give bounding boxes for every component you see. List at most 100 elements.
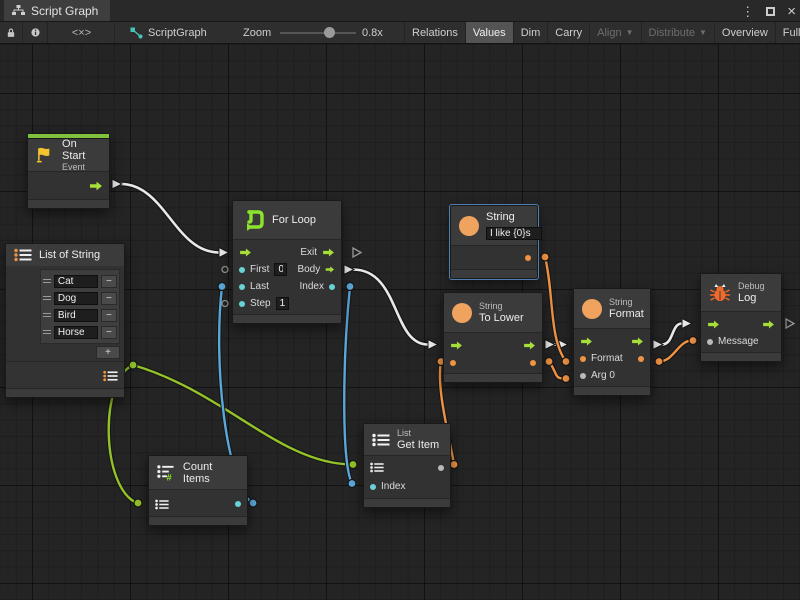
wire-getitem-to-tolower[interactable] <box>437 361 457 465</box>
drag-handle-icon[interactable] <box>43 279 51 283</box>
window-menu-icon[interactable]: ⋮ <box>741 3 755 19</box>
node-on-start[interactable]: On Start Event <box>27 133 110 209</box>
distribute-label: Distribute <box>648 26 695 39</box>
code-view-button[interactable]: <×> <box>49 22 115 43</box>
port-dot-string-output[interactable] <box>540 252 550 262</box>
string-output-port[interactable] <box>525 255 531 261</box>
node-for-loop[interactable]: For Loop Exit First Body <box>232 200 342 324</box>
wire-forloop-index-to-getitem-index[interactable] <box>342 286 355 485</box>
index-port-icon[interactable] <box>329 283 335 290</box>
flow-output-arrow-icon[interactable] <box>631 337 644 346</box>
list-input-icon[interactable] <box>155 499 169 510</box>
drag-handle-icon[interactable] <box>43 330 51 334</box>
port-dot-list-output[interactable] <box>128 360 138 370</box>
toolbar-toggle-group: Relations Values Dim Carry Align ▼ Distri… <box>404 22 800 43</box>
graph-breadcrumb[interactable]: ScriptGraph <box>130 22 207 43</box>
port-ring-forloop-first[interactable] <box>221 265 229 274</box>
drag-handle-icon[interactable] <box>43 296 51 300</box>
string-output-port[interactable] <box>530 359 536 366</box>
close-icon[interactable]: × <box>787 2 796 20</box>
relations-toggle[interactable]: Relations <box>404 22 465 43</box>
exit-output-arrow-icon[interactable] <box>322 248 335 257</box>
wire-forloop-body-to-tolower[interactable] <box>343 263 440 351</box>
flow-input-arrow-icon[interactable] <box>239 248 252 257</box>
string-value-input[interactable] <box>486 226 542 240</box>
port-dot-getitem-index[interactable] <box>347 478 357 489</box>
wire-onstart-to-forloop[interactable] <box>111 178 231 259</box>
maximize-icon[interactable] <box>766 6 776 16</box>
node-string-literal[interactable]: String <box>450 205 542 279</box>
flow-input-arrow-icon[interactable] <box>707 320 720 329</box>
list-item-input[interactable] <box>53 274 98 288</box>
wire-stringliteral-to-format[interactable] <box>542 256 568 363</box>
port-ring-forloop-step[interactable] <box>221 299 229 308</box>
last-port-icon[interactable] <box>239 283 245 290</box>
node-format[interactable]: String Format Format Arg <box>573 288 651 396</box>
node-subtitle: List <box>397 428 412 438</box>
format-input-port[interactable] <box>580 355 586 362</box>
list-output-icon[interactable] <box>103 370 118 382</box>
carry-toggle[interactable]: Carry <box>547 22 589 43</box>
flow-input-arrow-icon[interactable] <box>450 341 463 350</box>
dim-toggle[interactable]: Dim <box>512 22 548 43</box>
port-dot-tolower-output[interactable] <box>544 356 554 367</box>
values-toggle[interactable]: Values <box>464 22 513 43</box>
overview-button[interactable]: Overview <box>713 22 775 43</box>
flow-input-arrow-icon[interactable] <box>580 337 593 346</box>
port-dot-forloop-last[interactable] <box>217 281 227 292</box>
first-port-icon[interactable] <box>239 266 245 273</box>
remove-item-button[interactable]: − <box>100 308 117 322</box>
port-dot-forloop-index[interactable] <box>345 281 355 292</box>
lock-button[interactable] <box>0 22 23 43</box>
zoom-slider-handle[interactable] <box>324 27 335 38</box>
port-dot-format-input[interactable] <box>561 356 571 367</box>
port-dot-getitem-list-input[interactable] <box>348 459 358 470</box>
count-output-port[interactable] <box>235 501 241 507</box>
wire-list-to-getitem[interactable] <box>132 362 353 467</box>
distribute-dropdown[interactable]: Distribute ▼ <box>640 22 714 43</box>
zoom-slider-track[interactable] <box>280 32 356 34</box>
node-to-lower[interactable]: String To Lower <box>443 292 543 383</box>
flow-output-arrow-icon[interactable] <box>523 341 536 350</box>
bug-icon <box>710 284 730 301</box>
index-input-port[interactable] <box>370 483 376 490</box>
step-value-input[interactable] <box>275 297 289 310</box>
node-count-items[interactable]: # Count Items <box>148 455 248 526</box>
message-input-port[interactable] <box>707 338 713 345</box>
port-dot-countitems-output[interactable] <box>248 498 258 508</box>
info-button[interactable] <box>24 22 48 43</box>
port-triangle-log-exit[interactable] <box>785 317 796 330</box>
graph-canvas[interactable]: On Start Event Lis <box>0 44 800 600</box>
remove-item-button[interactable]: − <box>100 274 117 288</box>
first-value-input[interactable] <box>274 263 288 276</box>
add-item-button[interactable]: + <box>96 346 120 359</box>
flow-output-arrow-icon[interactable] <box>89 181 103 191</box>
node-debug-log[interactable]: Debug Log Message <box>700 273 782 362</box>
list-input-icon[interactable] <box>370 462 384 473</box>
list-item-input[interactable] <box>53 308 98 322</box>
flow-output-arrow-icon[interactable] <box>762 320 775 329</box>
port-triangle-forloop-exit[interactable] <box>352 246 363 259</box>
port-dot-arg0-input[interactable] <box>561 373 571 384</box>
full-screen-toggle[interactable]: Full Screen <box>774 22 800 43</box>
node-list-of-string[interactable]: List of String − − − <box>5 243 125 398</box>
port-dot-message-input[interactable] <box>688 335 698 346</box>
string-input-port[interactable] <box>450 359 456 366</box>
remove-item-button[interactable]: − <box>100 325 117 339</box>
list-item-input[interactable] <box>53 325 98 339</box>
wire-format-to-log[interactable] <box>652 317 694 351</box>
node-get-item[interactable]: List Get Item Index <box>363 423 451 508</box>
item-output-port[interactable] <box>438 464 444 471</box>
remove-item-button[interactable]: − <box>100 291 117 305</box>
arg0-input-port[interactable] <box>580 372 586 379</box>
result-output-port[interactable] <box>638 355 644 362</box>
port-dot-getitem-output[interactable] <box>449 459 459 470</box>
port-dot-format-output[interactable] <box>654 356 664 367</box>
tab-script-graph[interactable]: Script Graph <box>4 0 111 21</box>
step-port-icon[interactable] <box>239 300 245 307</box>
body-output-arrow-icon[interactable] <box>325 265 335 274</box>
list-item-input[interactable] <box>53 291 98 305</box>
port-dot-countitems-input[interactable] <box>133 498 143 508</box>
drag-handle-icon[interactable] <box>43 313 51 317</box>
align-dropdown[interactable]: Align ▼ <box>589 22 640 43</box>
